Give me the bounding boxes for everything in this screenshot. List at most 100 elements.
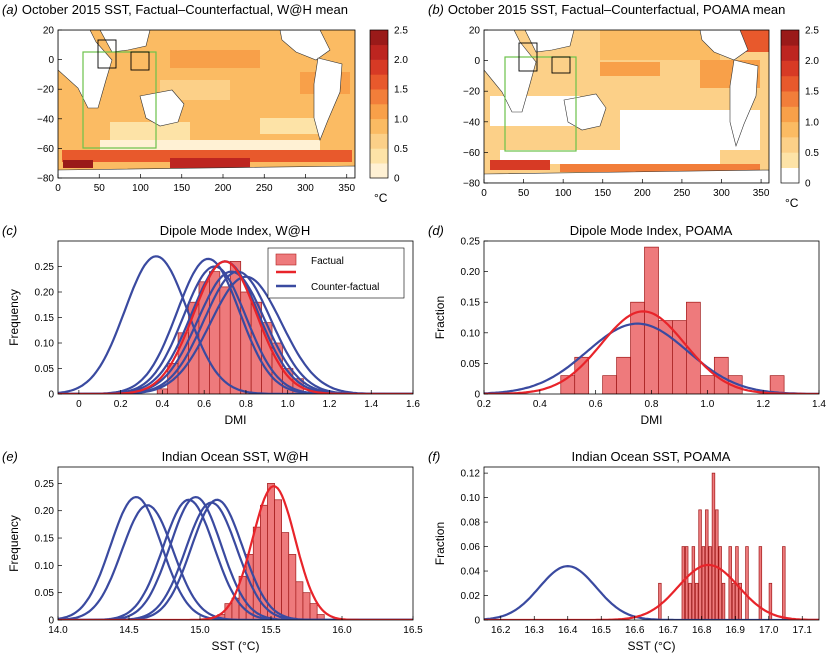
panel-d-title: Dipole Mode Index, POAMA [570, 223, 733, 238]
histogram-bar [718, 546, 722, 620]
map-a-cool-band [100, 140, 320, 150]
map-x-tick-label: 350 [338, 183, 355, 194]
map-y-tick-label: 0 [48, 55, 54, 66]
histogram-bar [295, 581, 304, 620]
x-axis-label: SST (°C) [212, 639, 260, 653]
map-a-africa [58, 30, 113, 109]
y-tick-label: 0.12 [461, 469, 481, 480]
y-tick-label: 0.06 [461, 542, 481, 553]
y-axis-label: Frequency [7, 289, 21, 346]
histogram-bar [630, 301, 645, 394]
histogram-bar [688, 582, 692, 620]
colorbar-segment [781, 45, 799, 61]
panel-f-label: (f) [428, 449, 440, 464]
colorbar-tick-label: 0.5 [805, 148, 819, 159]
x-tick-label: 0.4 [533, 399, 547, 410]
histogram-bar [711, 472, 716, 620]
y-tick-label: 0.08 [461, 518, 481, 529]
map-a-southern-band [63, 160, 93, 168]
histogram-bar [274, 499, 282, 620]
y-tick-label: 0.15 [461, 298, 481, 309]
x-tick-label: 1.4 [812, 399, 826, 410]
map-b-africa [484, 30, 537, 113]
x-tick-label: 16.0 [332, 625, 352, 636]
map-a-dmi-west-box [97, 39, 117, 69]
map-b [484, 30, 769, 183]
map-x-tick-label: 200 [215, 183, 232, 194]
plot-frame [57, 466, 414, 621]
x-axis-label: DMI [641, 413, 663, 427]
histogram-bar [686, 301, 701, 394]
colorbar-segment [781, 30, 799, 46]
histogram-bar [715, 509, 719, 620]
histogram-bar [731, 582, 736, 620]
histogram-bar [701, 546, 706, 620]
map-b-frame [483, 29, 770, 184]
colorbar-segment [781, 152, 799, 168]
x-tick-label: 0.6 [589, 399, 603, 410]
y-axis-label: Frequency [7, 515, 21, 572]
colorbar-segment [370, 74, 388, 90]
plot-area [484, 467, 819, 620]
map-x-tick-label: 250 [674, 188, 691, 199]
panel-b-title: (b) October 2015 SST, Factual–Counterfact… [428, 2, 785, 17]
x-tick-label: 0.8 [239, 399, 253, 410]
colorbar-frame [369, 29, 389, 179]
panel-c: (c) Dipole Mode Index, W@H 0 0.2 0.4 0.6 0.8… [2, 223, 420, 427]
counterfactual-curve [58, 255, 413, 394]
x-axis-label: SST (°C) [628, 639, 676, 653]
histogram-bar [758, 546, 763, 620]
map-b-warm-patch [600, 62, 660, 76]
x-tick-label: 1.2 [756, 399, 770, 410]
bars [658, 472, 786, 620]
map-a-indian-ocean-box [82, 51, 157, 149]
y-tick-label: 0 [474, 616, 480, 627]
colorbar-tick-label: 2.0 [394, 55, 408, 66]
y-tick-label: 0.05 [35, 364, 55, 375]
histogram-bar [602, 375, 617, 394]
legend-counterfactual-label: Counter-factual [311, 282, 379, 293]
colorbar-unit: °C [374, 191, 388, 205]
legend-factual-swatch [275, 253, 297, 266]
x-tick-label: 15.5 [261, 625, 281, 636]
map-y-tick-label: 20 [43, 26, 55, 37]
x-tick-label: 14.0 [48, 625, 68, 636]
map-a-southern-band [170, 158, 250, 168]
y-axis-label: Fraction [433, 522, 447, 565]
map-b-indian-ocean-box [504, 56, 577, 152]
colorbar-segment [781, 91, 799, 107]
map-x-tick-label: 200 [634, 188, 651, 199]
colorbar-segment [781, 75, 799, 92]
histogram-bar [691, 546, 696, 620]
x-tick-label: 1.2 [323, 399, 337, 410]
y-axis-label: Fraction [433, 296, 447, 339]
x-tick-label: 0.8 [645, 399, 659, 410]
colorbar-tick-label: 1.0 [805, 117, 819, 128]
y-tick-label: 0.02 [461, 591, 481, 602]
x-tick-label: 14.5 [119, 625, 139, 636]
map-b-dmi-west-box [518, 42, 538, 72]
map-b-south-america [729, 59, 759, 148]
histogram-bar [728, 546, 732, 620]
factual-curve [484, 563, 819, 620]
plot-frame [483, 466, 820, 621]
map-a-cool-patch [110, 122, 190, 140]
y-tick-label: 0.20 [35, 506, 55, 517]
panel-d: (d) Dipole Mode Index, POAMA 0.2 0.4 0.6 0.… [428, 223, 826, 427]
x-tick-label: 17.1 [793, 625, 813, 636]
histogram-bar [721, 582, 726, 620]
panel-e: (e) Indian Ocean SST, W@H 14.0 14.5 15.0 15… [2, 449, 423, 653]
histogram-bar [281, 532, 290, 620]
panel-a-title: (a) October 2015 SST, Factual–Counterfact… [2, 2, 348, 17]
map-a-cool-patch [260, 118, 320, 134]
colorbar-segment [370, 89, 388, 105]
legend-factual-label: Factual [311, 256, 344, 267]
colorbar-tick-label: 0 [805, 179, 811, 190]
map-a-australia [139, 89, 185, 127]
map-y-tick-label: −80 [463, 179, 480, 190]
colorbar-segment [370, 59, 388, 75]
colorbar-unit: °C [785, 196, 799, 210]
panel-c-label: (c) [2, 223, 17, 238]
x-tick-label: 0.6 [197, 399, 211, 410]
y-tick-label: 0.10 [461, 493, 481, 504]
